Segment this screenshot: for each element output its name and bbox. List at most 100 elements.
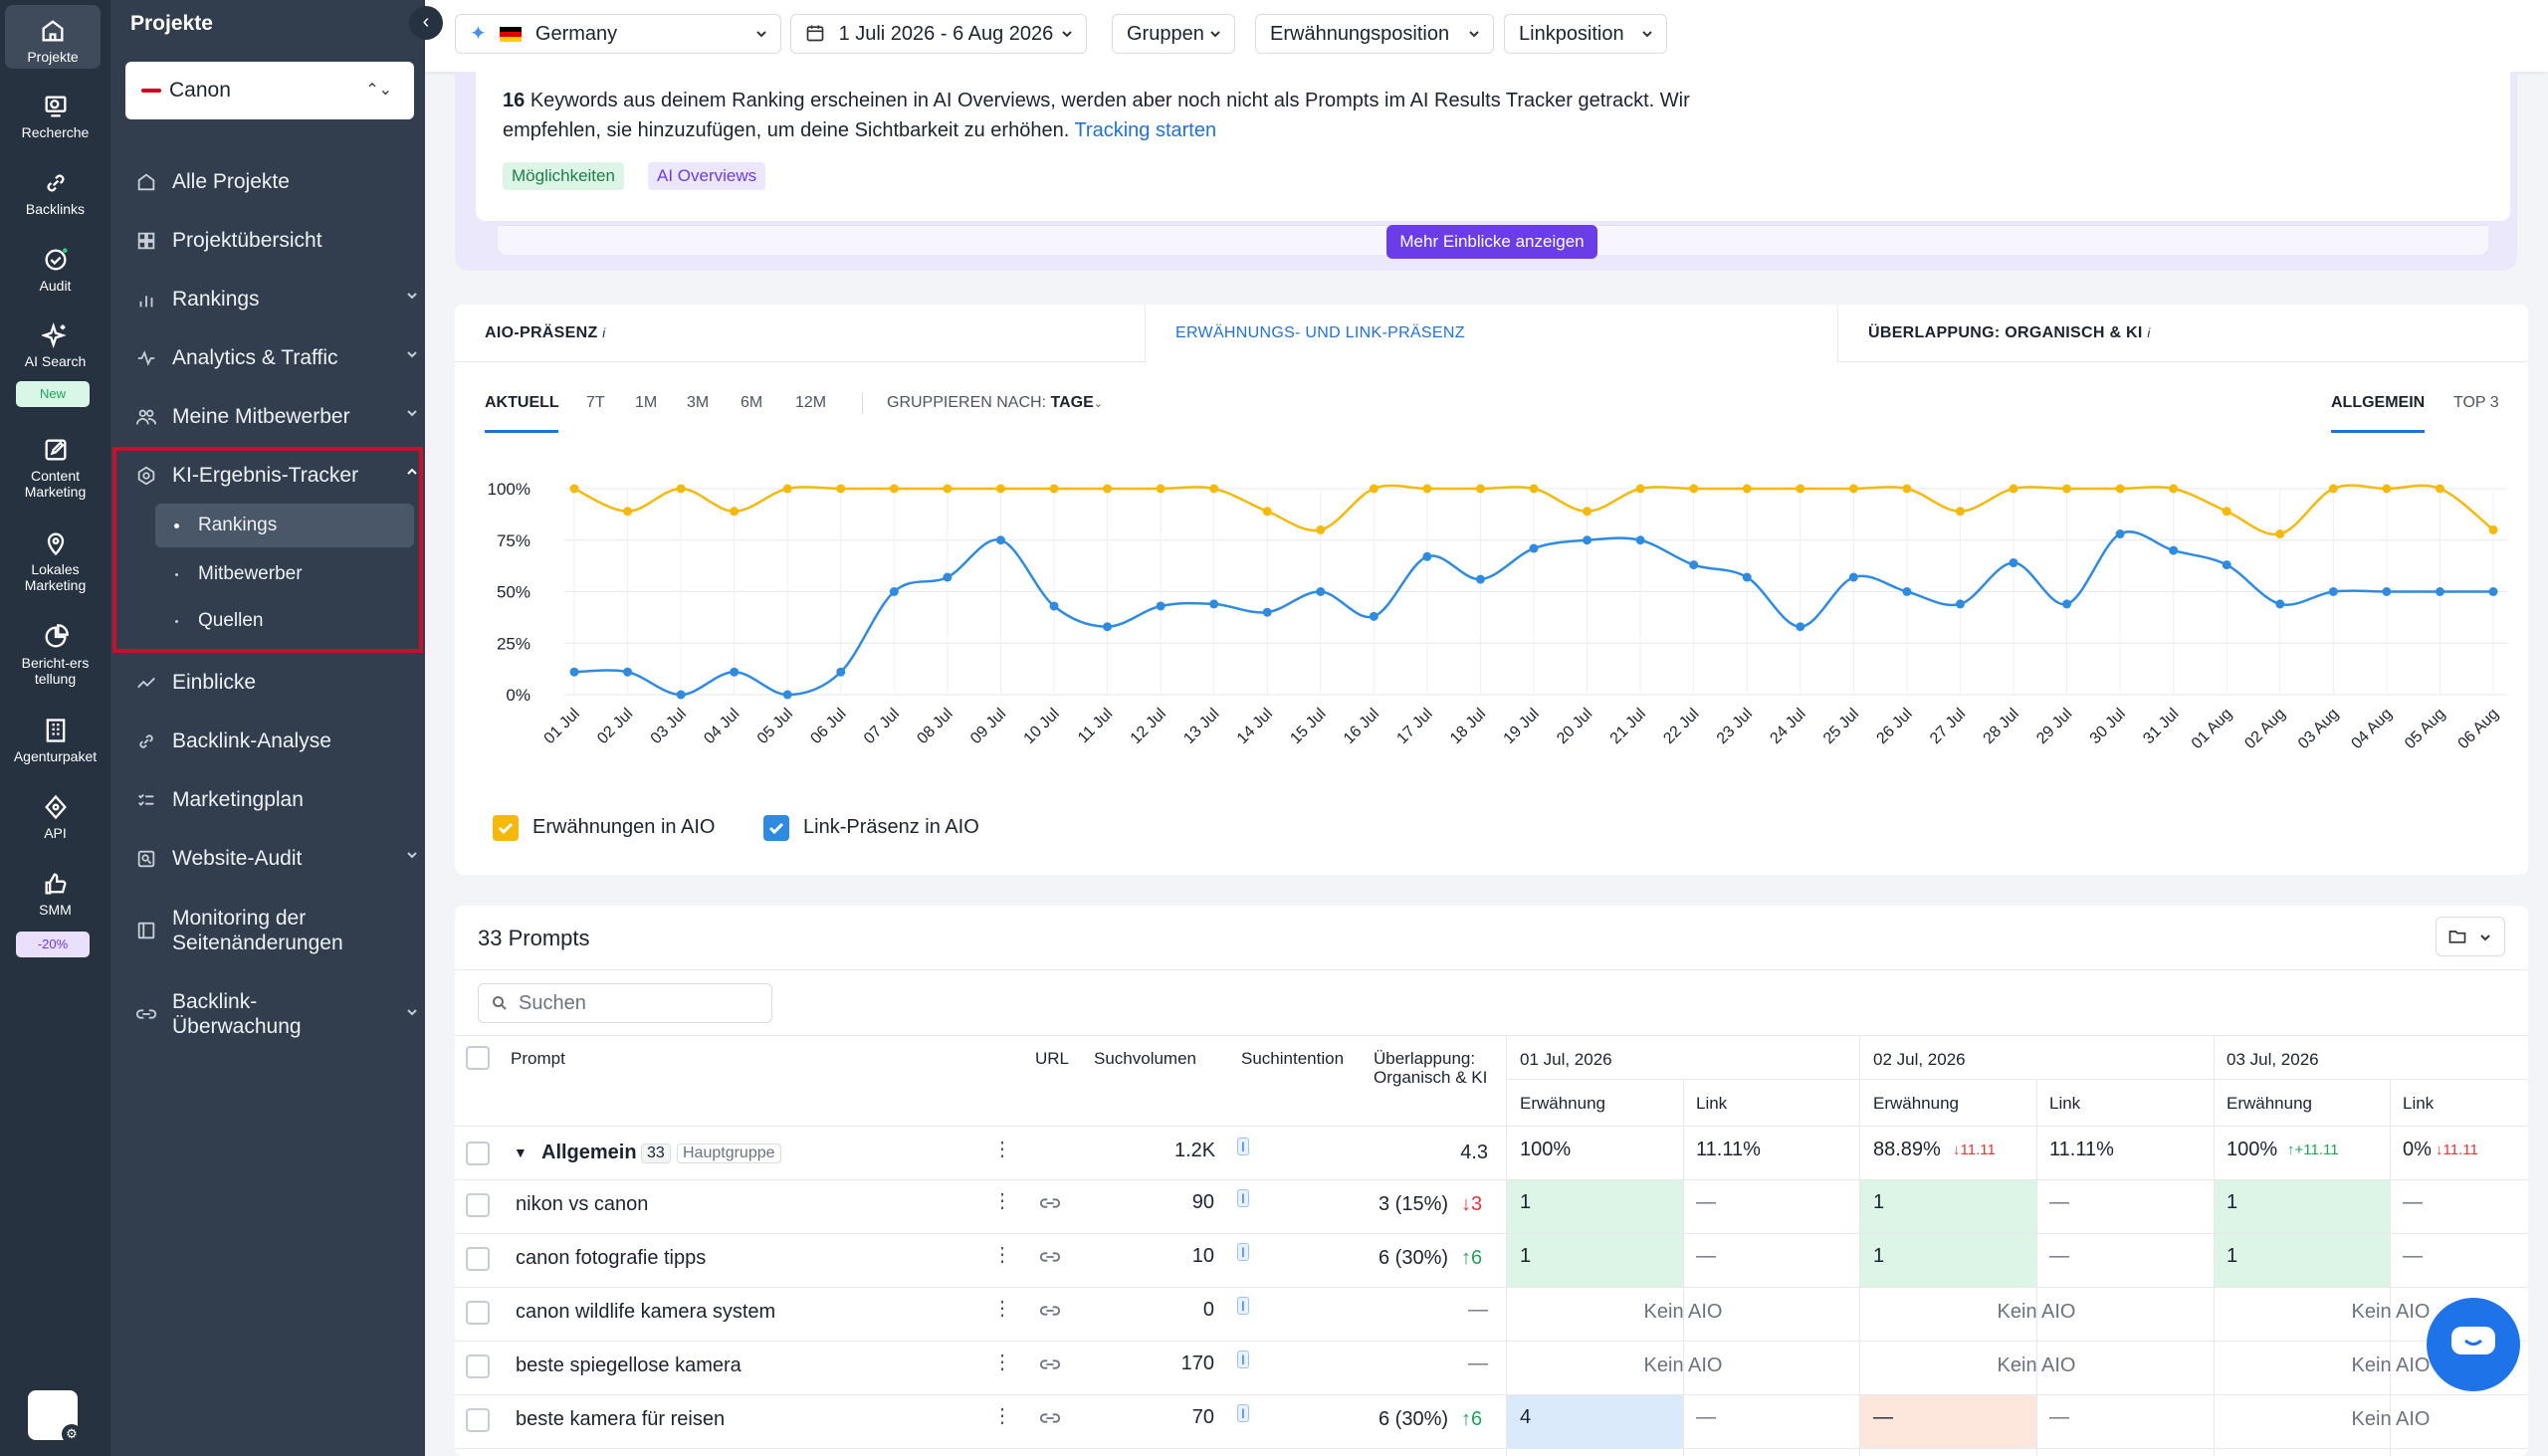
chevron-down-icon[interactable]: ▼: [514, 1144, 528, 1160]
rail-backlinks[interactable]: Backlinks: [0, 169, 110, 217]
folder-menu-button[interactable]: [2436, 917, 2505, 956]
x-tick-label: 19 Jul: [1501, 706, 1543, 747]
row-checkbox[interactable]: [466, 1408, 490, 1432]
d3-link-delta: ↓11.11: [2436, 1142, 2478, 1158]
more-menu-icon[interactable]: ⋮: [992, 1139, 1012, 1160]
prompt-text[interactable]: beste spiegellose kamera: [516, 1354, 742, 1376]
chat-support-button[interactable]: [2427, 1298, 2520, 1391]
data-point: [1156, 484, 1166, 494]
period-3m[interactable]: 3M: [687, 394, 710, 411]
row-checkbox[interactable]: [466, 1354, 490, 1378]
rail-label: Content Marketing: [24, 468, 87, 500]
more-insights-button[interactable]: Mehr Einblicke anzeigen: [1386, 225, 1597, 259]
period-6m[interactable]: 6M: [741, 394, 763, 411]
data-point: [1955, 599, 1965, 609]
rail-label: Backlinks: [25, 201, 86, 217]
link-icon[interactable]: [1039, 1195, 1061, 1211]
link-icon[interactable]: [1039, 1356, 1061, 1372]
rail-agenturpaket[interactable]: Agenturpaket: [0, 717, 110, 764]
legend-links-checkbox[interactable]: [763, 815, 789, 841]
header-url[interactable]: URL: [1035, 1049, 1070, 1068]
period-underline: [485, 430, 558, 433]
period-12m[interactable]: 12M: [795, 394, 827, 411]
date-range-select[interactable]: 1 Juli 2026 - 6 Aug 2026: [790, 14, 1087, 54]
data-point: [1848, 572, 1858, 582]
rail-berichterstellung[interactable]: Bericht-erstellung: [0, 623, 110, 687]
rail-projekte[interactable]: Projekte: [5, 5, 101, 69]
tab-aio-praesenz[interactable]: AIO-PRÄSENZ i: [455, 305, 1146, 362]
x-tick-label: 25 Jul: [1820, 706, 1862, 747]
header-volume[interactable]: Suchvolumen: [1094, 1049, 1197, 1068]
nav-label: KI-Ergebnis-Tracker: [172, 464, 359, 487]
header-prompt[interactable]: Prompt: [511, 1049, 565, 1068]
data-point: [1689, 560, 1699, 570]
more-menu-icon[interactable]: ⋮: [992, 1405, 1012, 1427]
tab-ueberlappung[interactable]: ÜBERLAPPUNG: ORGANISCH & KI i: [1837, 305, 2528, 362]
view-top3[interactable]: TOP 3: [2453, 394, 2499, 411]
rail-lokales-marketing[interactable]: Lokales Marketing: [0, 529, 110, 593]
rail-ai-search[interactable]: AI Search: [0, 321, 110, 369]
select-all-checkbox[interactable]: [466, 1046, 490, 1070]
link-position-select[interactable]: Linkposition: [1504, 14, 1667, 54]
row-checkbox[interactable]: [466, 1142, 490, 1165]
header-intent[interactable]: Suchintention: [1241, 1049, 1345, 1068]
prompt-text[interactable]: canon fotografie tipps: [516, 1247, 707, 1269]
project-selector[interactable]: Canon ⌃⌄: [125, 62, 414, 119]
prompt-text[interactable]: nikon vs canon: [516, 1193, 649, 1215]
rail-api[interactable]: API: [0, 793, 110, 841]
group-by-select[interactable]: GRUPPIEREN NACH: TAGE⌄: [887, 394, 1103, 412]
volume-value: 0: [1202, 1299, 1214, 1321]
chevron-down-icon: [407, 293, 417, 300]
chevron-down-icon: [2480, 935, 2490, 941]
row-checkbox[interactable]: [466, 1193, 490, 1217]
rail-smm[interactable]: SMM: [0, 870, 110, 918]
search-input[interactable]: Suchen: [478, 983, 772, 1023]
building-icon: [46, 719, 65, 742]
y-tick-label: 50%: [497, 583, 531, 602]
more-menu-icon[interactable]: ⋮: [992, 1352, 1012, 1373]
groups-select[interactable]: Gruppen: [1112, 14, 1235, 54]
groups-label: Gruppen: [1127, 23, 1204, 45]
data-point: [836, 667, 846, 677]
tab-erwaehnungs-link-praesenz[interactable]: ERWÄHNUNGS- UND LINK-PRÄSENZ: [1146, 305, 1836, 362]
rail-label: Lokales Marketing: [24, 561, 87, 593]
data-point: [2115, 529, 2125, 539]
link-icon[interactable]: [1039, 1249, 1061, 1265]
rail-audit[interactable]: Audit: [0, 246, 110, 294]
subnav-mitbewerber[interactable]: Mitbewerber: [155, 552, 414, 596]
data-point: [995, 484, 1005, 494]
api-icon: [44, 794, 67, 820]
group-tag: Hauptgruppe: [677, 1144, 781, 1163]
more-menu-icon[interactable]: ⋮: [992, 1190, 1012, 1212]
mention-position-select[interactable]: Erwähnungsposition: [1255, 14, 1494, 54]
prompt-text[interactable]: canon wildlife kamera system: [516, 1301, 776, 1323]
x-tick-label: 29 Jul: [2033, 706, 2075, 747]
row-checkbox[interactable]: [466, 1247, 490, 1271]
divider: [455, 1126, 2528, 1127]
bullet-icon: [175, 573, 178, 576]
period-7t[interactable]: 7T: [586, 394, 605, 411]
header-overlap[interactable]: Überlappung: Organisch & KI: [1374, 1049, 1488, 1087]
rail-content-marketing[interactable]: Content Marketing: [0, 436, 110, 500]
more-menu-icon[interactable]: ⋮: [992, 1298, 1012, 1320]
country-select[interactable]: ✦ Germany: [455, 14, 781, 54]
prompt-text[interactable]: beste kamera für reisen: [516, 1408, 726, 1430]
subnav-quellen[interactable]: Quellen: [155, 599, 414, 643]
link-icon[interactable]: [1039, 1410, 1061, 1426]
link-icon[interactable]: [1039, 1303, 1061, 1319]
subnav-rankings[interactable]: Rankings: [155, 504, 414, 547]
data-point: [782, 690, 792, 700]
start-tracking-link[interactable]: Tracking starten: [1074, 119, 1217, 141]
rail-recherche[interactable]: Recherche: [0, 93, 110, 140]
collapse-sidebar-button[interactable]: ‹: [409, 6, 443, 40]
more-menu-icon[interactable]: ⋮: [992, 1244, 1012, 1266]
report-icon: [45, 624, 69, 648]
period-1m[interactable]: 1M: [635, 394, 658, 411]
legend-mentions-checkbox[interactable]: [493, 815, 519, 841]
view-allgemein[interactable]: ALLGEMEIN: [2331, 394, 2426, 411]
row-checkbox[interactable]: [466, 1301, 490, 1325]
header-date-1: 01 Jul, 2026: [1520, 1050, 1612, 1069]
period-aktuell[interactable]: AKTUELL: [485, 394, 559, 411]
user-avatar[interactable]: ⚙: [28, 1390, 82, 1444]
delta-value: 6: [1471, 1408, 1483, 1430]
